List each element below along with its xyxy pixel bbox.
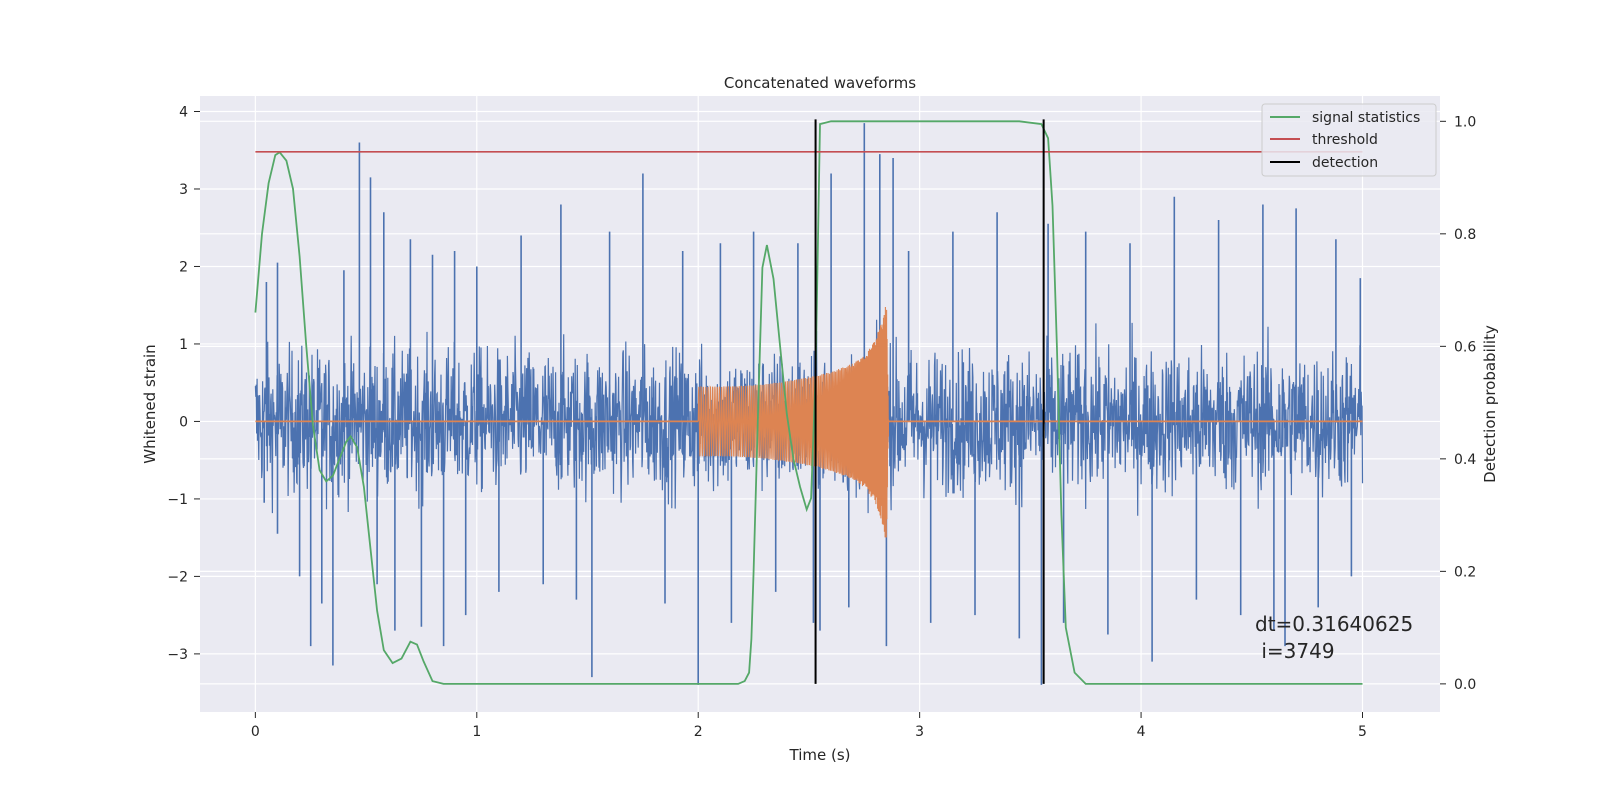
x-tick-label: 5 xyxy=(1358,724,1367,740)
legend-box xyxy=(1261,103,1437,177)
annotation-dt: dt=0.31640625 xyxy=(1255,612,1413,636)
y-tick-label: −3 xyxy=(167,647,188,663)
y-tick-label: 2 xyxy=(179,259,188,275)
injected-waveform-line xyxy=(697,306,890,538)
y2-tick-label: 1.0 xyxy=(1454,114,1476,130)
y2-tick-label: 0.2 xyxy=(1454,564,1476,580)
y-tick-label: 0 xyxy=(179,414,188,430)
signal-statistics-line xyxy=(254,120,1363,685)
x-tick-label: 2 xyxy=(694,724,703,740)
axis-ticks: 0 1 2 3 4 5 −3 −2 −1 0 1 2 3 4 0.0 0.2 0.4 0.6 0.8 1.0 xyxy=(167,104,1476,740)
y-tick-label: −1 xyxy=(167,492,188,508)
y2-tick-label: 0.0 xyxy=(1454,677,1476,693)
detection-lines xyxy=(814,119,1045,684)
y2-tick-label: 0.8 xyxy=(1454,227,1476,243)
legend-label-signal-statistics: signal statistics xyxy=(1312,110,1420,126)
x-axis-label: Time (s) xyxy=(789,746,851,764)
annotation-index: i=3749 xyxy=(1255,639,1335,663)
y2-tick-label: 0.6 xyxy=(1454,339,1476,355)
y-tick-label: 3 xyxy=(179,182,188,198)
x-tick-label: 1 xyxy=(472,724,481,740)
noise-peaks xyxy=(263,123,1362,685)
x-tick-label: 3 xyxy=(915,724,924,740)
y-axis-label: Whitened strain xyxy=(141,344,159,463)
legend-label-threshold: threshold xyxy=(1312,132,1378,148)
y-tick-label: 4 xyxy=(179,104,188,120)
legend-label-detection: detection xyxy=(1312,155,1378,171)
legend: signal statistics threshold detection xyxy=(1261,103,1437,177)
y-tick-label: −2 xyxy=(167,569,188,585)
x-tick-label: 4 xyxy=(1137,724,1146,740)
y-tick-label: 1 xyxy=(179,337,188,353)
chart-title: Concatenated waveforms xyxy=(724,74,916,92)
y2-tick-label: 0.4 xyxy=(1454,452,1476,468)
x-tick-label: 0 xyxy=(251,724,260,740)
y2-axis-label: Detection probability xyxy=(1481,325,1499,483)
